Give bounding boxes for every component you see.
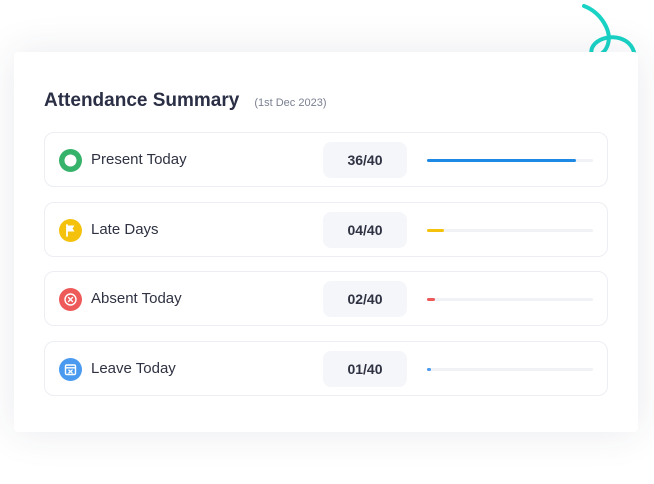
page-title: Attendance Summary [44,90,240,111]
progress-track [427,298,593,301]
summary-date: (1st Dec 2023) [254,97,327,109]
progress-track [427,368,593,371]
row-count: 04/40 [323,212,407,248]
row-count: 02/40 [323,281,407,317]
progress-fill [427,159,577,162]
absent-icon [59,288,82,311]
progress-fill [427,368,432,371]
attendance-row-absent: Absent Today 02/40 [44,271,608,326]
row-count: 36/40 [323,142,407,178]
row-count: 01/40 [323,351,407,387]
row-label: Late Days [91,221,159,238]
progress-track [427,229,593,232]
summary-header: Attendance Summary (1st Dec 2023) [44,90,327,112]
progress-fill [427,298,436,301]
attendance-summary-card: Attendance Summary (1st Dec 2023) Presen… [14,52,638,432]
attendance-row-leave: Leave Today 01/40 [44,341,608,396]
attendance-row-present: Present Today 36/40 [44,132,608,187]
attendance-row-late: Late Days 04/40 [44,202,608,257]
progress-track [427,159,593,162]
row-label: Absent Today [91,290,182,307]
present-icon [59,149,82,172]
row-label: Leave Today [91,360,176,377]
progress-fill [427,229,444,232]
row-label: Present Today [91,151,187,168]
calendar-icon [59,358,82,381]
flag-icon [59,219,82,242]
